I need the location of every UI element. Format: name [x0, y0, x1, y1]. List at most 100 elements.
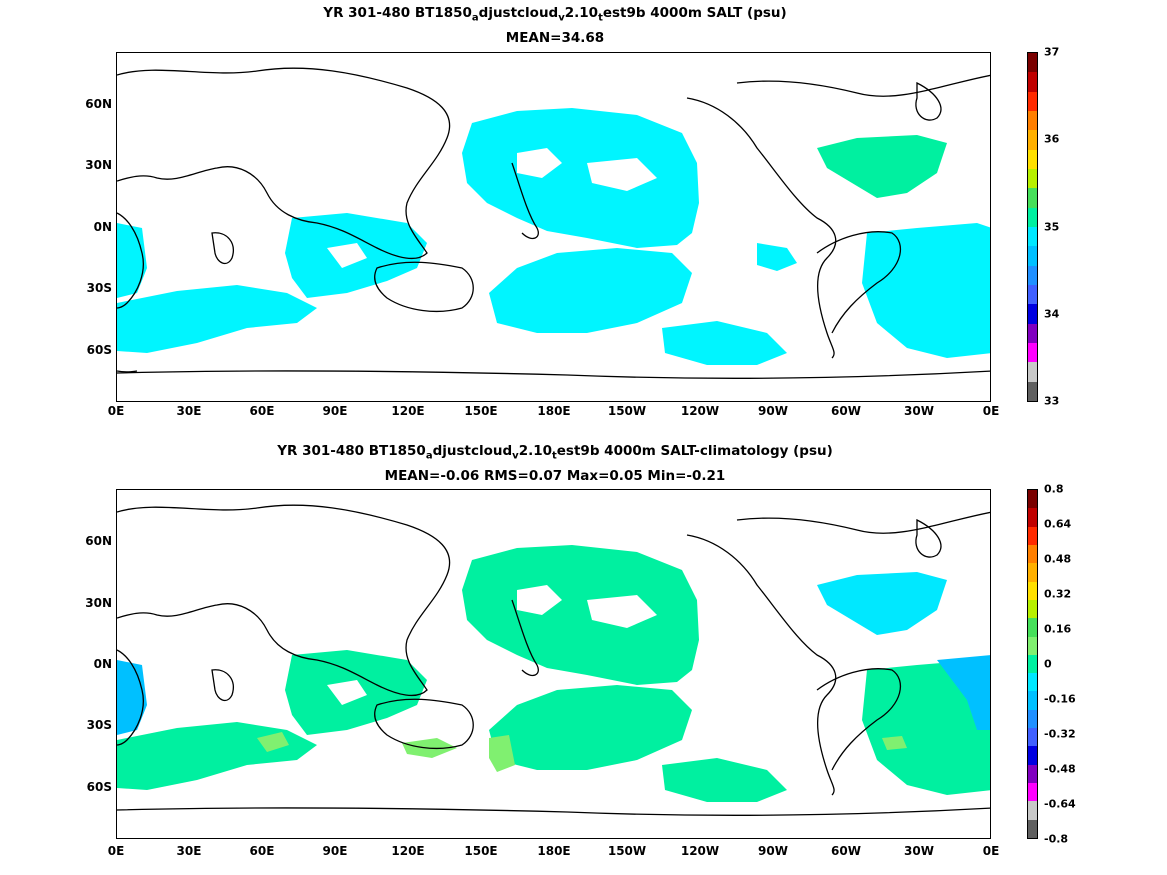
lat-label-0n: 0N	[93, 657, 112, 671]
anomaly-map-canvas	[117, 504, 990, 816]
cbar-seg	[1028, 599, 1037, 619]
anomaly-field-north-pacific	[462, 545, 699, 685]
salt-panel: YR 301-480 BT1850adjustcloudv2.10test9b …	[0, 0, 1167, 437]
lon-label-90e: 90E	[322, 404, 348, 418]
lon-label-0e-end: 0E	[982, 404, 1000, 418]
cbar-seg	[1028, 91, 1037, 111]
lon-label-60e: 60E	[249, 404, 275, 418]
cbar-label-0: 0	[1044, 657, 1052, 671]
cbar-seg	[1028, 764, 1037, 783]
lon-label-150w: 150W	[607, 844, 647, 858]
lat-label-60n: 60N	[85, 534, 112, 548]
cbar-seg	[1028, 381, 1037, 401]
lon-label-150w: 150W	[607, 404, 647, 418]
anomaly-field-sw-pacific	[662, 758, 787, 802]
lon-label-90w: 90W	[758, 404, 788, 418]
salt-field-atlantic-west	[117, 223, 147, 298]
cbar-seg	[1028, 342, 1037, 363]
cbar-label-neg-0.48: -0.48	[1044, 762, 1076, 776]
cbar-label-35: 35	[1044, 220, 1060, 234]
cbar-seg	[1028, 110, 1037, 131]
anomaly-colorbar	[1027, 489, 1038, 839]
lon-label-150e: 150E	[464, 844, 498, 858]
lon-label-180e: 180E	[537, 844, 571, 858]
salt-coastlines	[117, 67, 990, 379]
salt-field-sw-pacific	[662, 321, 787, 365]
cbar-seg	[1028, 636, 1037, 655]
lat-label-30s: 30S	[86, 281, 112, 295]
cbar-label-34: 34	[1044, 307, 1060, 321]
cbar-label-33: 33	[1044, 394, 1060, 408]
cbar-seg	[1028, 284, 1037, 305]
lat-label-30s: 30S	[86, 718, 112, 732]
cbar-seg	[1028, 801, 1037, 820]
lon-label-60w: 60W	[831, 844, 861, 858]
anomaly-field-positive-1	[257, 732, 289, 752]
cbar-label-neg-0.16: -0.16	[1044, 692, 1076, 706]
cbar-label-neg-0.64: -0.64	[1044, 797, 1076, 811]
lon-label-0e: 0E	[107, 404, 125, 418]
cbar-seg	[1028, 691, 1037, 710]
cbar-seg	[1028, 544, 1037, 564]
salt-stats: MEAN=34.68	[505, 30, 605, 46]
lon-label-60e: 60E	[249, 844, 275, 858]
anomaly-map	[116, 489, 991, 839]
cbar-seg	[1028, 490, 1037, 509]
lon-label-120e: 120E	[391, 404, 425, 418]
lon-label-90w: 90W	[758, 844, 788, 858]
salt-colorbar	[1027, 52, 1038, 402]
cbar-seg	[1028, 130, 1037, 150]
cbar-seg	[1028, 168, 1037, 189]
salt-field-south-indian	[117, 285, 317, 353]
cbar-label-neg-0.32: -0.32	[1044, 727, 1076, 741]
lon-label-30w: 30W	[904, 404, 934, 418]
cbar-seg	[1028, 362, 1037, 382]
cbar-seg	[1028, 188, 1037, 208]
lat-label-60n: 60N	[85, 97, 112, 111]
anomaly-panel: YR 301-480 BT1850adjustcloudv2.10test9b …	[0, 437, 1167, 875]
cbar-seg	[1028, 246, 1037, 266]
cbar-label-37: 37	[1044, 45, 1060, 59]
anomaly-field	[117, 545, 990, 802]
cbar-label-0.64: 0.64	[1044, 517, 1072, 531]
cbar-label-neg-0.8: -0.8	[1044, 832, 1069, 846]
cbar-seg	[1028, 226, 1037, 247]
anomaly-stats: MEAN=-0.06 RMS=0.07 Max=0.05 Min=-0.21	[384, 468, 726, 484]
anomaly-field-positive-3	[489, 735, 515, 772]
anomaly-field-east-atlantic	[937, 655, 990, 730]
cbar-seg	[1028, 783, 1037, 802]
cbar-seg	[1028, 149, 1037, 169]
salt-field	[117, 108, 990, 365]
cbar-seg	[1028, 581, 1037, 600]
cbar-seg	[1028, 207, 1037, 227]
cbar-label-0.32: 0.32	[1044, 587, 1072, 601]
lat-label-0n: 0N	[93, 220, 112, 234]
salt-field-north-pacific	[462, 108, 699, 248]
lon-label-30e: 30E	[176, 844, 202, 858]
lon-label-30w: 30W	[904, 844, 934, 858]
lon-label-90e: 90E	[322, 844, 348, 858]
anomaly-field-positive-4	[882, 736, 907, 750]
anomaly-field-south-atlantic	[862, 660, 990, 795]
salt-field-south-pacific	[489, 248, 692, 333]
cbar-seg	[1028, 654, 1037, 674]
lat-label-60s: 60S	[86, 780, 112, 794]
cbar-label-0.48: 0.48	[1044, 552, 1072, 566]
cbar-label-0.8: 0.8	[1044, 482, 1064, 496]
cbar-seg	[1028, 72, 1037, 92]
anomaly-field-south-indian	[117, 722, 317, 790]
anomaly-title: YR 301-480 BT1850adjustcloudv2.10test9b …	[277, 443, 833, 462]
cbar-seg	[1028, 709, 1037, 729]
cbar-label-0.16: 0.16	[1044, 622, 1072, 636]
cbar-seg	[1028, 618, 1037, 637]
lat-label-30n: 30N	[85, 596, 112, 610]
lon-label-60w: 60W	[831, 404, 861, 418]
salt-map-canvas	[117, 67, 990, 379]
lon-label-0e: 0E	[107, 844, 125, 858]
cbar-seg	[1028, 728, 1037, 747]
cbar-seg	[1028, 265, 1037, 285]
anomaly-coastlines	[117, 504, 990, 816]
lon-label-150e: 150E	[464, 404, 498, 418]
salt-title: YR 301-480 BT1850adjustcloudv2.10test9b …	[323, 5, 787, 24]
cbar-seg	[1028, 53, 1037, 73]
